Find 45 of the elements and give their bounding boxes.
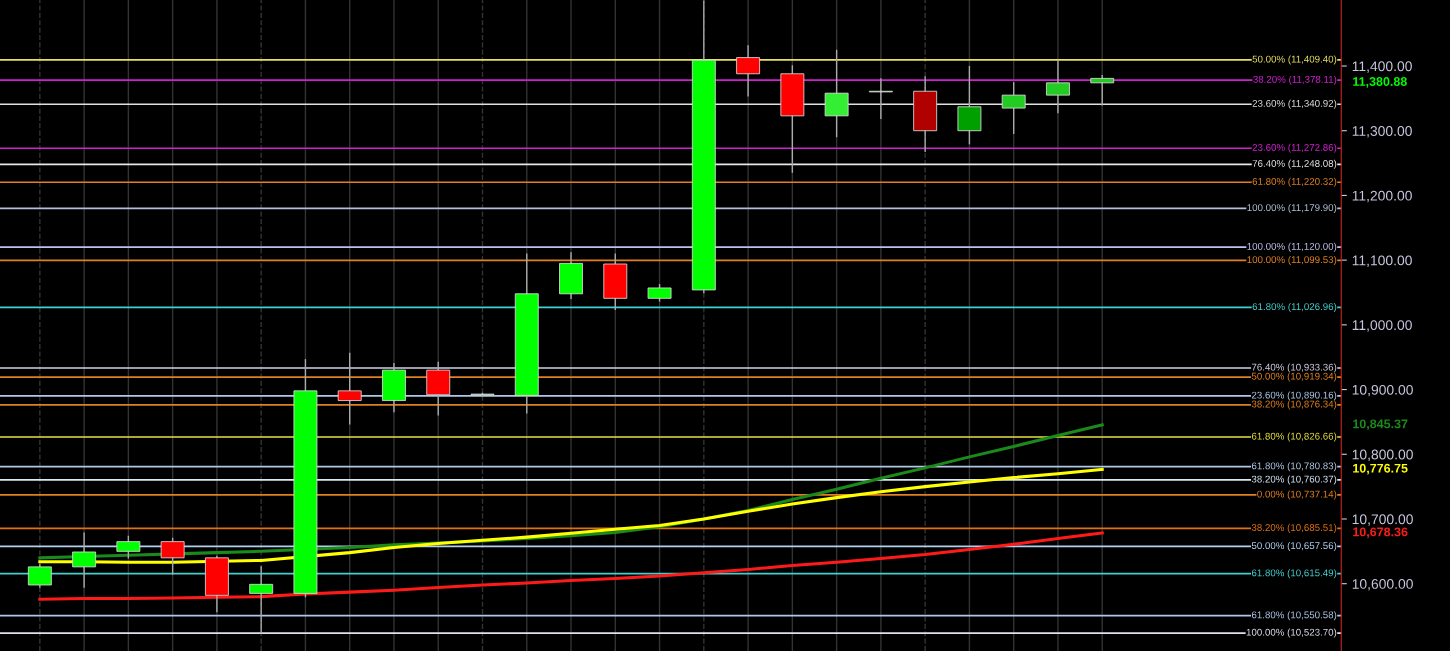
ref-line-label: 61.80% (10,780.83) bbox=[1251, 462, 1337, 472]
y-tick-label: 10,700.00 bbox=[1352, 514, 1413, 526]
y-tick-label: 11,100.00 bbox=[1352, 255, 1412, 267]
ref-line-label: 50.00% (10,919.34) bbox=[1251, 372, 1337, 382]
candlestick bbox=[249, 566, 274, 634]
ref-line-label: 100.00% (11,099.53) bbox=[1247, 255, 1337, 265]
text: 10,776.75 bbox=[1353, 463, 1408, 475]
ref-line-label: 50.00% (11,409.40) bbox=[1252, 55, 1337, 65]
y-tick-label: 10,900.00 bbox=[1352, 384, 1413, 397]
candlestick bbox=[72, 532, 97, 588]
candlestick bbox=[27, 563, 52, 588]
ref-line-label: 0.00% (10,737.14) bbox=[1257, 490, 1337, 500]
ref-line-label: 38.20% (10,760.37) bbox=[1251, 475, 1337, 485]
line-series bbox=[38, 531, 1104, 601]
ref-line-label: 38.20% (11,378.11) bbox=[1253, 75, 1337, 85]
ref-line-label: 38.20% (10,685.51) bbox=[1251, 523, 1337, 533]
ref-line-label: 61.80% (11,220.32) bbox=[1252, 177, 1337, 187]
y-tick-label: 11,400.00 bbox=[1352, 61, 1412, 73]
y-tick-label: 11,300.00 bbox=[1352, 126, 1412, 138]
ref-line-label: 76.40% (10,933.36) bbox=[1251, 363, 1337, 373]
ref-line-label: 23.60% (10,890.16) bbox=[1251, 391, 1337, 401]
y-tick-label: 10,800.00 bbox=[1352, 449, 1413, 462]
candlestick bbox=[116, 535, 141, 559]
ref-line-label: 100.00% (10,523.70) bbox=[1246, 628, 1337, 638]
ref-line-label: 76.40% (11,248.08) bbox=[1252, 159, 1337, 169]
candlestick bbox=[736, 45, 761, 97]
ref-line-label: 50.00% (10,657.56) bbox=[1251, 541, 1337, 551]
ref-line-label: 61.80% (10,550.58) bbox=[1251, 611, 1337, 621]
ref-line-label: 23.60% (11,340.92) bbox=[1252, 99, 1337, 109]
text: 11,380.88 bbox=[1353, 77, 1407, 88]
text: 10,678.36 bbox=[1353, 527, 1408, 539]
ref-line-label: 61.80% (10,615.49) bbox=[1251, 569, 1337, 579]
ref-line-label: 100.00% (11,120.00) bbox=[1247, 242, 1337, 252]
y-tick-label: 10,600.00 bbox=[1352, 579, 1413, 591]
candlestick bbox=[337, 352, 362, 425]
y-tick-label: 11,000.00 bbox=[1352, 320, 1412, 332]
ref-line-label: 61.80% (10,826.66) bbox=[1251, 432, 1337, 442]
ref-line-label: 23.60% (11,272.86) bbox=[1252, 143, 1337, 153]
ref-line-label: 61.80% (11,026.96) bbox=[1252, 302, 1337, 312]
text: 10,845.37 bbox=[1353, 419, 1408, 431]
line-series bbox=[38, 467, 1104, 564]
ref-line-label: 38.20% (10,876.34) bbox=[1251, 400, 1337, 410]
y-tick-label: 11,200.00 bbox=[1352, 190, 1412, 203]
candlestick bbox=[160, 537, 185, 575]
ref-line-label: 100.00% (11,179.90) bbox=[1247, 203, 1337, 213]
